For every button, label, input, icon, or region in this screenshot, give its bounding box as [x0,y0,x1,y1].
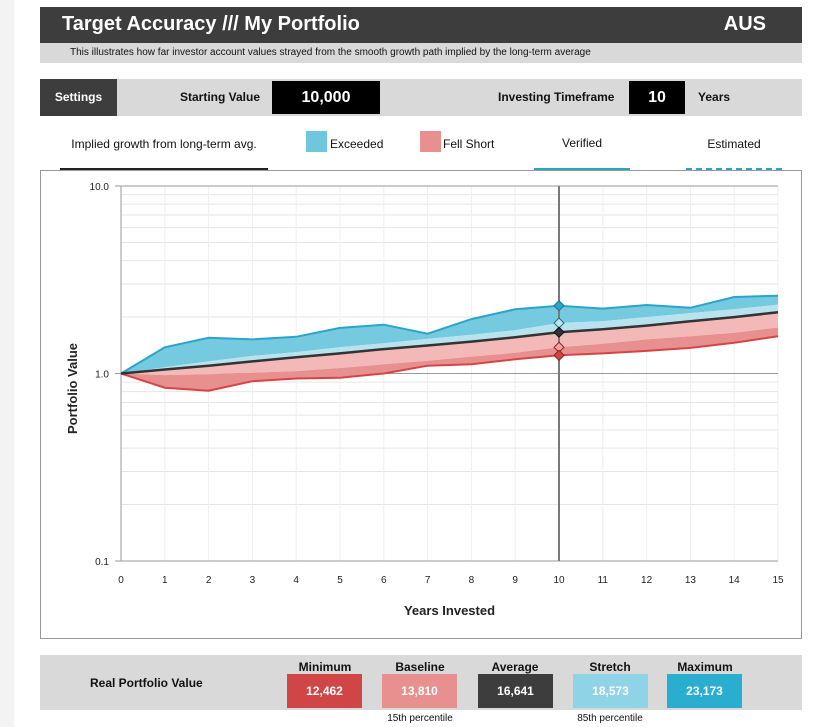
average-value: 16,641 [478,674,553,708]
stretch-label: Stretch [589,660,631,674]
series-line-maximum [120,294,779,375]
legend-estimated: Estimated [686,137,782,170]
minimum-label: Minimum [298,660,352,674]
band-exceeded-stretch [121,304,778,374]
x-tick-label: 7 [425,575,431,586]
starting-value-label: Starting Value [180,90,261,104]
x-tick-label: 13 [685,575,697,586]
real-portfolio-value-label: Real Portfolio Value [90,676,203,690]
left-margin-strip [0,0,14,727]
page-title: Target Accuracy /// My Portfolio [62,13,360,35]
x-tick-label: 9 [512,575,518,586]
marker-diamond-maximum [553,299,565,312]
subtitle-text: This illustrates how far investor accoun… [70,47,591,58]
x-tick-label: 3 [250,575,256,586]
legend-fell-short-label: Fell Short [443,137,495,151]
timeframe-label: Investing Timeframe [498,90,615,104]
baseline-value: 13,810 [382,674,457,708]
chart-legend: Implied growth from long-term avg. Excee… [40,128,802,170]
legend-implied-growth: Implied growth from long-term avg. [60,137,268,170]
series-line-average [120,311,779,375]
legend-exceeded-swatch [306,131,327,152]
settings-bar: Settings Starting Value 10,000 Investing… [40,79,802,116]
marker-diamond-minimum [553,349,565,362]
x-tick-label: 5 [337,575,343,586]
x-tick-label: 1 [162,575,168,586]
legend-fell-short-swatch [420,131,441,152]
band-fell-short-min [121,327,778,391]
legend-exceeded-label: Exceeded [330,137,384,151]
marker-diamond-average [553,326,565,338]
y-tick-label: 10.0 [90,182,110,193]
subtitle-bar: This illustrates how far investor accoun… [40,43,802,63]
chart-frame: 0.1 1.0 10.0 0 1 2 3 4 5 6 7 8 9 10 11 12 13 14 15 Years In… [40,170,802,639]
y-axis-title: Portfolio Value [65,343,80,434]
average-label: Average [491,660,539,674]
header-bar: Target Accuracy /// My Portfolio AUS [40,7,802,43]
x-tick-label: 15 [772,575,784,586]
x-tick-label: 11 [598,575,609,586]
maximum-label: Maximum [677,660,733,674]
minimum-value: 12,462 [287,674,362,708]
y-tick-label: 1.0 [95,370,109,381]
maximum-value: 23,173 [667,674,742,708]
x-tick-label: 0 [118,575,124,586]
legend-verified: Verified [534,136,630,170]
band-exceeded-max [121,295,778,374]
stretch-value: 18,573 [573,674,648,708]
settings-button[interactable]: Settings [40,79,117,116]
starting-value-field[interactable]: 10,000 [272,81,380,114]
region-label: AUS [723,13,766,35]
series-line-minimum [120,335,779,392]
x-tick-label: 2 [206,575,212,586]
baseline-percentile-note: 15th percentile [387,713,453,724]
baseline-label: Baseline [395,660,445,674]
x-tick-label: 10 [553,575,565,586]
x-axis-title: Years Invested [404,603,495,618]
x-tick-label: 6 [381,575,387,586]
x-tick-label: 14 [729,575,741,586]
timeframe-unit: Years [698,90,731,104]
summary-bar: Real Portfolio Value Minimum 12,462 Base… [40,655,802,710]
stretch-percentile-note: 85th percentile [577,713,643,724]
x-tick-label: 8 [469,575,475,586]
timeframe-field[interactable]: 10 [629,81,685,114]
y-tick-label: 0.1 [95,557,109,568]
x-tick-label: 12 [641,575,653,586]
x-tick-label: 4 [293,575,299,586]
